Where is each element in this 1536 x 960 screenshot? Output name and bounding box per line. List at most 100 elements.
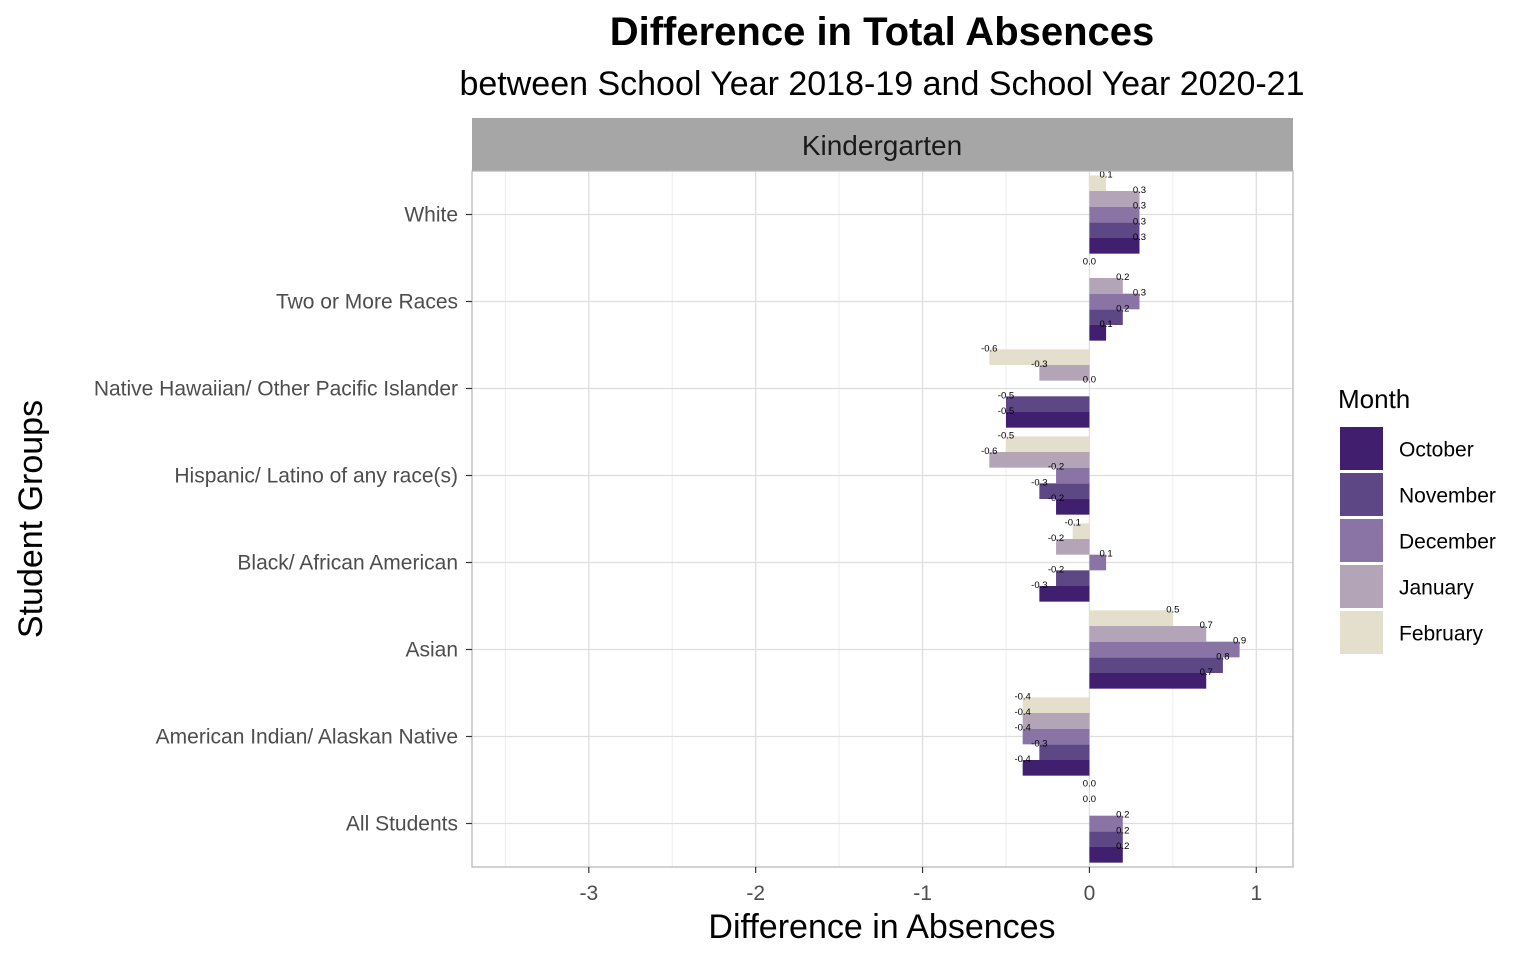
bar	[1039, 585, 1090, 602]
bar	[989, 452, 1090, 468]
data-label: -0.4	[1014, 691, 1030, 702]
legend-label: February	[1399, 623, 1484, 646]
y-tick-label: Black/ African American	[237, 552, 458, 575]
bar	[1056, 539, 1090, 555]
facet-strip	[472, 118, 1293, 171]
gridlines	[472, 171, 1293, 867]
data-label: 0.3	[1133, 216, 1146, 227]
y-tick-label: All Students	[346, 813, 458, 836]
bar	[1022, 728, 1090, 745]
bar	[1022, 713, 1090, 729]
data-label: 0.3	[1133, 185, 1146, 196]
data-label: 0.1	[1099, 319, 1112, 330]
bar	[1089, 191, 1140, 207]
data-label: 0.0	[1083, 256, 1096, 267]
chart-title: Difference in Total Absences	[610, 10, 1155, 54]
bar	[1022, 697, 1090, 714]
legend-label: October	[1399, 439, 1474, 462]
y-tick-label: Native Hawaiian/ Other Pacific Islander	[94, 378, 458, 401]
bar	[1056, 498, 1090, 515]
data-label: 0.1	[1099, 169, 1112, 180]
y-axis-ticks: All Students American Indian/ Alaskan Nat…	[94, 204, 472, 836]
legend-key	[1340, 519, 1383, 562]
bar	[1089, 815, 1123, 832]
data-label: -0.3	[1031, 738, 1047, 749]
legend-key	[1340, 473, 1383, 516]
bar	[1089, 554, 1107, 571]
bar	[1089, 626, 1207, 642]
data-label: 0.2	[1116, 825, 1129, 836]
data-label: 0.2	[1116, 272, 1129, 283]
bar	[1089, 278, 1123, 294]
data-label: -0.2	[1048, 493, 1064, 504]
x-axis-title: Difference in Absences	[708, 908, 1055, 946]
data-label: 0.1	[1099, 549, 1112, 560]
bar	[1089, 831, 1123, 847]
legend-title: Month	[1338, 384, 1410, 414]
bars	[989, 175, 1240, 863]
bar	[1056, 467, 1090, 484]
data-label: -0.6	[981, 343, 997, 354]
facet-label: Kindergarten	[802, 130, 962, 161]
bar	[1039, 483, 1090, 499]
data-label: -0.4	[1014, 723, 1030, 734]
chart-subtitle: between School Year 2018-19 and School Y…	[459, 65, 1304, 103]
data-label: -0.5	[998, 430, 1014, 441]
legend-key	[1340, 565, 1383, 608]
data-label: -0.1	[1065, 517, 1081, 528]
bar	[989, 349, 1090, 366]
data-label: -0.4	[1014, 754, 1030, 765]
bar	[1089, 657, 1223, 673]
y-axis-title: Student Groups	[12, 400, 50, 638]
bar	[1089, 610, 1173, 627]
data-label: 0.3	[1133, 288, 1146, 299]
data-label: -0.3	[1031, 580, 1047, 591]
bar	[1089, 641, 1240, 658]
y-tick-label: American Indian/ Alaskan Native	[156, 726, 458, 749]
bar	[1022, 759, 1090, 776]
data-label: -0.3	[1031, 477, 1047, 488]
y-tick-label: Asian	[405, 639, 458, 662]
bar	[1089, 237, 1140, 254]
data-label: -0.3	[1031, 359, 1047, 370]
bar	[1005, 396, 1090, 412]
bar	[1005, 411, 1090, 428]
data-label: 0.2	[1116, 303, 1129, 314]
bar	[1039, 365, 1090, 381]
legend-key	[1340, 427, 1383, 470]
bar	[1089, 206, 1140, 223]
data-labels: 0.20.20.20.00.0-0.4-0.3-0.4-0.4-0.40.70.…	[981, 169, 1246, 852]
data-label: -0.2	[1048, 533, 1064, 544]
bar	[1089, 309, 1123, 325]
data-label: 0.7	[1200, 667, 1213, 678]
data-label: 0.0	[1083, 778, 1096, 789]
x-axis-ticks: -3 -2 -1 0 1	[579, 867, 1262, 905]
x-tick-label: 1	[1250, 882, 1262, 905]
data-label: 0.5	[1166, 604, 1179, 615]
bar	[1056, 570, 1090, 586]
bar	[1039, 744, 1090, 760]
data-label: 0.8	[1216, 651, 1229, 662]
bar	[1089, 324, 1107, 341]
bar	[1089, 293, 1140, 310]
x-tick-label: 0	[1084, 882, 1096, 905]
data-label: -0.4	[1014, 707, 1030, 718]
data-label: -0.2	[1048, 564, 1064, 575]
panel-border	[471, 170, 1294, 868]
bar	[1089, 846, 1123, 863]
data-label: 0.3	[1133, 232, 1146, 243]
data-label: -0.6	[981, 446, 997, 457]
y-tick-label: White	[404, 204, 458, 227]
data-label: 0.7	[1200, 620, 1213, 631]
data-label: -0.2	[1048, 462, 1064, 473]
bar	[1089, 175, 1107, 192]
y-tick-label: Hispanic/ Latino of any race(s)	[174, 465, 458, 488]
data-label: -0.5	[998, 406, 1014, 417]
data-label: 0.3	[1133, 201, 1146, 212]
x-tick-label: -3	[579, 882, 598, 905]
data-label: -0.5	[998, 390, 1014, 401]
legend: Month October November December January Febr…	[1338, 384, 1496, 654]
data-label: 0.0	[1083, 794, 1096, 805]
y-tick-label: Two or More Races	[276, 291, 458, 314]
